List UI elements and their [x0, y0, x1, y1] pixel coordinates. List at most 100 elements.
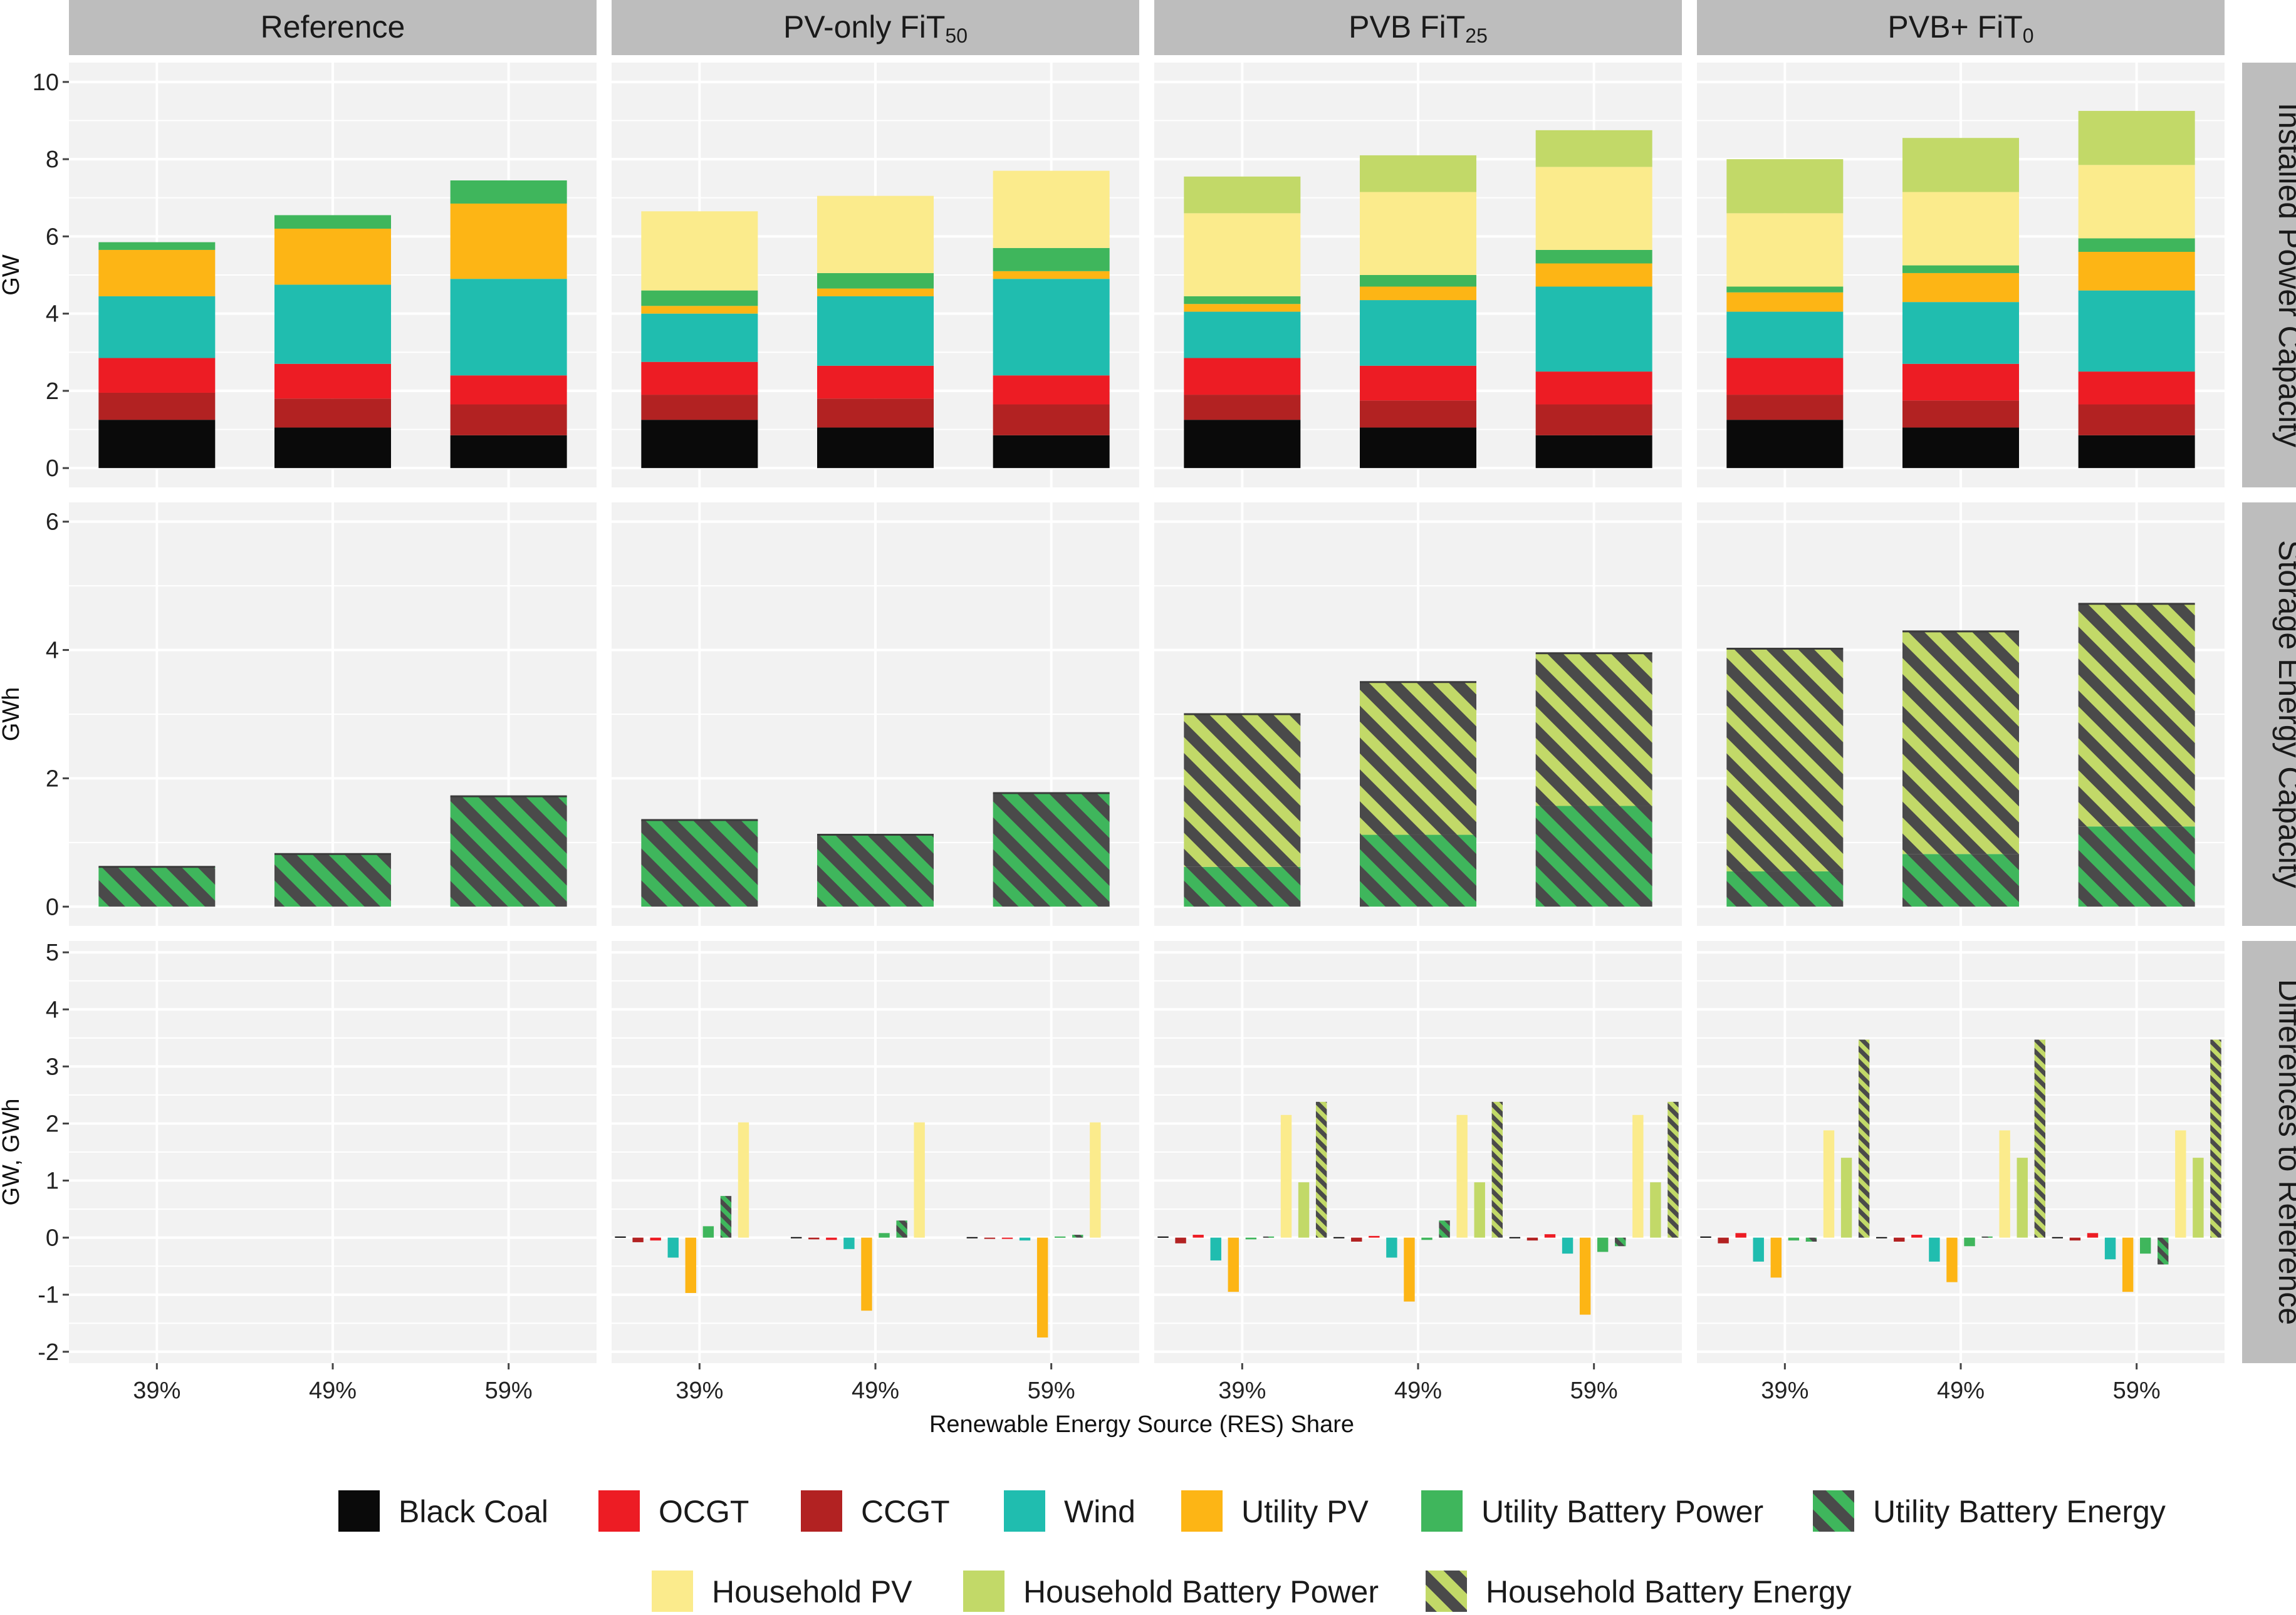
bar-household-pv — [1535, 167, 1652, 250]
bar-diff-utility-battery-power — [879, 1233, 890, 1238]
bar-ccgt — [817, 398, 934, 428]
row-strip-storage — [2242, 502, 2296, 926]
y-tick-label: -2 — [38, 1339, 59, 1366]
bar-ocgt — [993, 375, 1110, 405]
bar-household-battery-power — [1360, 155, 1476, 192]
legend: Black Coal OCGT CCGT Wind Utility PV Utility … — [338, 1490, 2166, 1612]
bar-household-battery-power — [2078, 111, 2195, 165]
bar-diff-ccgt — [1526, 1237, 1538, 1241]
bar-diff-wind — [1019, 1237, 1031, 1241]
bar-ocgt — [1184, 358, 1301, 395]
bar-utility-pv — [817, 288, 934, 296]
row-strip-difference — [2242, 941, 2296, 1363]
bar-ccgt — [1184, 395, 1301, 420]
bar-utility-battery-power — [450, 180, 567, 204]
bar-diff-utility-battery-power — [1964, 1237, 1975, 1247]
bar-diff-household-battery-power — [1840, 1158, 1852, 1238]
x-tick-label: 39% — [676, 1378, 723, 1404]
bar-black-coal — [1184, 420, 1301, 469]
bar-diff-household-pv — [1823, 1130, 1835, 1238]
bar-diff-utility-pv — [1228, 1237, 1239, 1292]
bar-ocgt — [98, 358, 216, 393]
bar-ccgt — [993, 404, 1110, 435]
bar-diff-black-coal — [1157, 1236, 1169, 1238]
bar-utility-battery-energy — [1535, 806, 1652, 907]
y-tick-label: 4 — [46, 638, 59, 664]
bar-diff-household-battery-power — [2017, 1158, 2028, 1238]
x-tick-label: 59% — [2113, 1378, 2161, 1404]
bar-utility-battery-power — [1902, 265, 2019, 273]
bar-diff-utility-battery-energy — [1072, 1235, 1083, 1238]
bar-diff-household-pv — [2175, 1130, 2186, 1238]
bar-diff-utility-battery-energy — [720, 1196, 732, 1238]
facet-label-main: Reference — [261, 9, 405, 44]
y-tick-label: 4 — [46, 301, 59, 328]
bar-diff-utility-battery-energy — [1263, 1236, 1275, 1238]
bar-diff-utility-pv — [1579, 1237, 1591, 1315]
legend-swatch — [338, 1490, 380, 1532]
legend-item-wind: Wind — [1004, 1490, 1135, 1532]
bar-ccgt — [1535, 404, 1652, 435]
bar-ccgt — [1726, 395, 1844, 420]
bar-diff-utility-pv — [1770, 1237, 1782, 1278]
bar-household-battery-energy — [1726, 648, 1844, 871]
facet-label-1: Reference — [261, 9, 405, 44]
bar-diff-utility-battery-power — [1788, 1237, 1800, 1241]
legend-item-utility-pv: Utility PV — [1181, 1490, 1369, 1532]
bar-wind — [641, 313, 758, 362]
bar-utility-pv — [2078, 252, 2195, 291]
legend-item-ccgt: CCGT — [801, 1490, 950, 1532]
bar-diff-wind — [1562, 1237, 1573, 1254]
bar-household-battery-power — [1726, 159, 1844, 214]
bar-ccgt — [2078, 404, 2195, 435]
bar-diff-wind — [1210, 1237, 1221, 1261]
row-strip-installed — [2242, 63, 2296, 487]
legend-item-household-pv: Household PV — [652, 1571, 912, 1612]
bar-diff-utility-battery-power — [702, 1226, 714, 1238]
bar-diff-utility-pv — [685, 1237, 697, 1293]
bar-diff-ccgt — [984, 1237, 996, 1239]
facet-strip-2 — [612, 0, 1139, 55]
bar-ccgt — [641, 395, 758, 420]
bar-household-pv — [1726, 213, 1844, 287]
bar-diff-ccgt — [632, 1237, 644, 1242]
bar-household-pv — [1902, 192, 2019, 266]
bar-diff-wind — [667, 1237, 679, 1258]
legend-swatch — [963, 1571, 1004, 1612]
y-tick-label: 2 — [46, 766, 59, 792]
bar-utility-battery-power — [1184, 296, 1301, 304]
facet-label-main: PVB+ FiT — [1887, 9, 2022, 44]
bar-diff-household-pv — [1090, 1122, 1101, 1238]
y-tick-label: 6 — [46, 224, 59, 250]
bar-utility-pv — [1184, 304, 1301, 312]
bar-household-battery-power — [1902, 138, 2019, 192]
bar-utility-pv — [1726, 292, 1844, 312]
y-tick-label: 4 — [46, 997, 59, 1023]
y-tick-label: 1 — [46, 1168, 59, 1195]
bar-household-pv — [1184, 213, 1301, 296]
legend-swatch — [1426, 1571, 1467, 1612]
bar-diff-household-battery-energy — [1667, 1101, 1679, 1238]
x-tick-label: 49% — [1394, 1378, 1442, 1404]
bar-wind — [1902, 302, 2019, 364]
bar-diff-black-coal — [2052, 1237, 2064, 1239]
bar-utility-battery-energy — [1726, 871, 1844, 907]
y-axis-title-difference: GW, GWh — [0, 1099, 24, 1206]
bar-ccgt — [1360, 400, 1476, 428]
bar-utility-battery-power — [993, 247, 1110, 271]
bar-ocgt — [817, 365, 934, 399]
bar-black-coal — [1726, 420, 1844, 469]
facet-strip-3 — [1154, 0, 1682, 55]
bar-diff-household-pv — [914, 1122, 925, 1238]
bar-diff-household-pv — [1280, 1114, 1292, 1238]
bar-black-coal — [993, 435, 1110, 469]
bar-diff-black-coal — [966, 1237, 978, 1239]
y-axis-title-installed: GW — [0, 254, 24, 296]
bar-diff-wind — [2104, 1237, 2116, 1260]
bar-diff-black-coal — [1700, 1236, 1711, 1238]
bar-black-coal — [641, 420, 758, 469]
bar-diff-black-coal — [615, 1236, 626, 1238]
bar-diff-household-battery-energy — [2210, 1039, 2221, 1238]
y-tick-label: 2 — [46, 378, 59, 405]
x-tick-label: 59% — [1028, 1378, 1075, 1404]
